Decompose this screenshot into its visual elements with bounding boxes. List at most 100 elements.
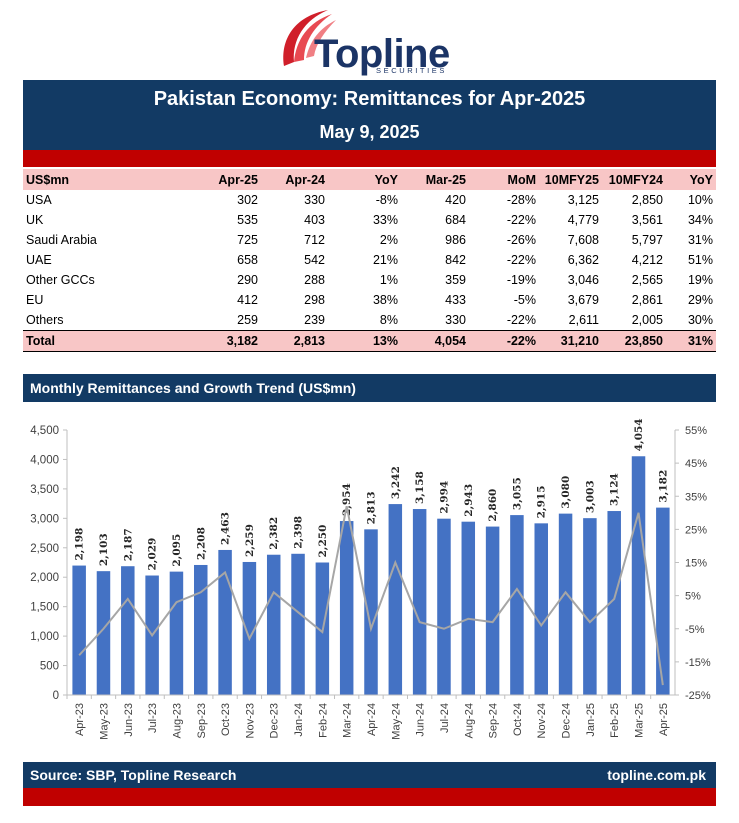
table-cell: 986 xyxy=(445,233,466,247)
table-cell: 34% xyxy=(687,213,713,227)
bar xyxy=(437,518,451,695)
column-header: YoY xyxy=(374,172,398,187)
table-cell: -8% xyxy=(375,193,398,207)
table-cell: -22% xyxy=(506,253,536,267)
table-cell: 6,362 xyxy=(567,253,599,267)
row-label: Other GCCs xyxy=(26,273,95,287)
table-cell: 10% xyxy=(687,193,713,207)
x-axis-tick-label: Apr-24 xyxy=(366,703,378,736)
logo-tagline: SECURITIES xyxy=(376,66,448,75)
chart-section-header: Monthly Remittances and Growth Trend (US… xyxy=(23,374,716,402)
total-cell: -22% xyxy=(506,334,536,348)
remittances-table: US$mn Apr-25 Apr-24 YoY Mar-25 MoM 10MFY25 10MF… xyxy=(23,169,716,352)
x-axis-tick-label: Apr-25 xyxy=(658,703,670,736)
bar xyxy=(534,523,548,695)
table-cell: 2,850 xyxy=(631,193,663,207)
table-cell: 259 xyxy=(237,313,258,327)
table-cell: 2,005 xyxy=(631,313,663,327)
table-row: UAE 658 542 21% 842 -22% 6,362 4,212 51% xyxy=(23,250,716,270)
footer-bar: Source: SBP, Topline Research topline.co… xyxy=(23,762,716,788)
chart-section-title: Monthly Remittances and Growth Trend (US… xyxy=(30,380,356,396)
x-axis-tick-label: Oct-23 xyxy=(220,703,232,736)
left-axis-tick-label: 1,500 xyxy=(30,602,59,614)
table-cell: 33% xyxy=(372,213,398,227)
row-label: USA xyxy=(26,193,52,207)
x-axis-tick-label: May-23 xyxy=(98,703,110,740)
bar-data-label: 2,463 xyxy=(220,512,232,545)
website-link[interactable]: topline.com.pk xyxy=(607,767,706,783)
bar xyxy=(388,504,403,695)
total-cell: 31% xyxy=(687,334,713,348)
left-axis-tick-label: 1,000 xyxy=(30,631,59,643)
table-cell: -22% xyxy=(506,213,536,227)
bar-data-label: 3,242 xyxy=(390,466,402,499)
right-axis-tick-label: -15% xyxy=(685,657,711,669)
bar-data-label: 3,080 xyxy=(560,476,572,509)
bar-data-label: 2,250 xyxy=(317,525,329,558)
row-label: UK xyxy=(26,213,44,227)
table-row: Saudi Arabia 725 712 2% 986 -26% 7,608 5,797 31% xyxy=(23,230,716,250)
table-cell: 4,212 xyxy=(631,253,663,267)
bar-data-label: 2,943 xyxy=(463,484,475,517)
bar-data-label: 2,382 xyxy=(268,517,280,550)
left-axis-tick-label: 0 xyxy=(53,690,59,702)
column-header: US$mn xyxy=(26,172,70,187)
table-cell: 712 xyxy=(304,233,325,247)
table-header-row: US$mn Apr-25 Apr-24 YoY Mar-25 MoM 10MFY25 10MF… xyxy=(23,169,716,190)
table-cell: 433 xyxy=(445,293,466,307)
bar xyxy=(412,509,427,695)
x-axis-tick-label: May-24 xyxy=(390,703,402,740)
table-cell: -28% xyxy=(506,193,536,207)
x-axis-tick-label: Feb-25 xyxy=(609,703,621,738)
remittance-chart: 0 500 1,000 1,500 2,000 2,500 3,000 3,500 4,000 4… xyxy=(30,418,711,740)
bar-data-label: 2,208 xyxy=(195,527,207,560)
bar-data-label: 2,095 xyxy=(171,534,183,567)
bar-data-label: 2,860 xyxy=(487,489,499,522)
table-cell: -26% xyxy=(506,233,536,247)
table-cell: 330 xyxy=(445,313,466,327)
table-cell: 420 xyxy=(445,193,466,207)
right-axis-tick-label: 25% xyxy=(685,524,707,536)
column-header: Mar-25 xyxy=(425,172,466,187)
bar-data-label: 2,259 xyxy=(244,524,256,557)
bar xyxy=(194,564,208,695)
x-axis-tick-label: Dec-24 xyxy=(561,703,573,738)
bar xyxy=(96,571,111,695)
left-axis-tick-label: 4,500 xyxy=(30,425,59,437)
x-axis-tick-label: Sep-23 xyxy=(196,703,208,738)
bar xyxy=(607,511,621,695)
table-cell: 19% xyxy=(687,273,713,287)
bar xyxy=(72,565,86,695)
table-cell: 3,125 xyxy=(567,193,599,207)
x-axis-tick-label: Jun-24 xyxy=(415,703,427,737)
table-cell: 359 xyxy=(445,273,466,287)
table-cell: 302 xyxy=(237,193,258,207)
title-banner: Pakistan Economy: Remittances for Apr-20… xyxy=(23,80,716,150)
x-axis-tick-label: Feb-24 xyxy=(317,703,329,738)
row-label: UAE xyxy=(26,253,52,267)
bar xyxy=(656,507,670,695)
table-cell: 1% xyxy=(379,273,398,287)
total-cell: 31,210 xyxy=(560,334,599,348)
left-axis-tick-label: 2,500 xyxy=(30,543,59,555)
bar-data-label: 3,055 xyxy=(511,477,523,510)
x-axis-tick-label: Jul-23 xyxy=(147,703,159,733)
table-cell: 38% xyxy=(372,293,398,307)
row-label: EU xyxy=(26,293,44,307)
x-axis-tick-label: Jul-24 xyxy=(439,703,451,733)
bar-data-label: 2,813 xyxy=(366,491,378,524)
table-row: UK 535 403 33% 684 -22% 4,779 3,561 34% xyxy=(23,210,716,230)
table-cell: 684 xyxy=(445,213,466,227)
table-cell: 31% xyxy=(687,233,713,247)
total-cell: 2,813 xyxy=(293,334,325,348)
footer-red-bar xyxy=(23,788,716,806)
left-axis-tick-label: 3,000 xyxy=(30,513,59,525)
x-axis-tick-label: Aug-24 xyxy=(463,703,475,738)
source-note: Source: SBP, Topline Research xyxy=(30,767,237,783)
bar xyxy=(242,561,257,695)
bar-data-label: 2,103 xyxy=(98,533,110,566)
right-axis-tick-label: 55% xyxy=(685,425,707,437)
right-axis-tick-label: -5% xyxy=(685,624,705,636)
table-cell: 288 xyxy=(304,273,325,287)
table-row: Other GCCs 290 288 1% 359 -19% 3,046 2,565 19% xyxy=(23,270,716,290)
